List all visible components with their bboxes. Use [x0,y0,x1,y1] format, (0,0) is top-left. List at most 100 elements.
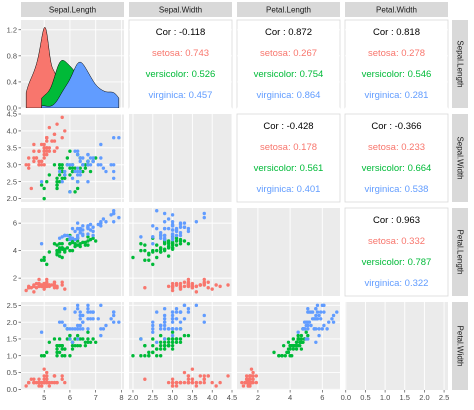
point-setosa [60,115,64,120]
point-setosa [32,290,36,294]
point-virginica [178,310,183,314]
point-virginica [65,327,70,331]
point-virginica [166,327,171,331]
point-virginica [170,237,175,242]
point-virginica [104,323,108,328]
point-setosa [254,374,259,378]
point-versicolor [306,333,310,338]
panel-background [344,207,449,297]
point-versicolor [166,242,171,246]
point-virginica [88,228,93,232]
point-virginica [75,166,80,170]
point-versicolor [68,242,72,246]
point-setosa [39,142,44,147]
point-setosa [202,277,206,282]
correlation-virginica-label: virginica: 0.401 [257,184,321,195]
point-setosa [45,149,49,153]
point-versicolor [283,354,287,358]
strip-background [452,20,468,108]
point-versicolor [147,350,151,355]
point-virginica [306,327,310,331]
point-virginica [68,237,72,242]
point-setosa [42,380,46,385]
point-virginica [139,235,143,239]
point-setosa [143,377,147,381]
point-versicolor [57,350,62,355]
point-versicolor [296,333,300,338]
point-virginica [68,327,72,331]
y-axis-row-petal-length: 2 4 6 [13,219,21,283]
point-virginica [158,327,163,331]
point-virginica [202,215,206,220]
point-virginica [70,236,75,240]
y-tick-label: 0.0 [7,385,17,394]
point-versicolor [298,343,302,348]
point-versicolor [65,237,70,242]
correlation-setosa-label: setosa: 0.267 [260,48,317,59]
point-setosa [50,380,54,385]
point-setosa [170,380,175,385]
point-virginica [63,307,67,311]
y-axis-row-sepal-width: 2.0 2.5 3.0 3.5 4.0 4.5 [7,110,21,203]
point-versicolor [131,354,135,358]
correlation-virginica-label: virginica: 0.281 [365,90,429,101]
point-virginica [117,320,121,324]
point-versicolor [65,156,70,160]
point-versicolor [170,347,175,351]
point-virginica [158,323,163,328]
point-versicolor [86,340,90,345]
correlation-overall-label: Cor : -0.366 [371,121,421,132]
point-virginica [101,217,106,221]
point-virginica [174,226,179,231]
point-versicolor [68,354,72,358]
point-setosa [32,156,36,160]
point-virginica [151,330,155,334]
correlation-virginica-label: virginica: 0.538 [365,184,429,195]
point-virginica [101,327,106,331]
point-versicolor [68,333,72,338]
point-versicolor [55,176,59,181]
point-versicolor [178,340,183,345]
point-versicolor [296,337,300,341]
point-virginica [81,224,85,228]
point-setosa [60,280,64,284]
point-versicolor [57,250,62,254]
point-virginica [155,310,159,314]
point-setosa [244,374,249,378]
point-virginica [162,323,167,328]
point-setosa [254,380,259,385]
point-virginica [158,231,163,235]
panel-petal-width-vs-sepal-length [21,302,124,390]
point-virginica [302,320,307,324]
strip-label: Sepal.Length [456,40,465,87]
point-setosa [37,380,41,385]
point-virginica [86,163,90,167]
point-setosa [37,281,41,286]
point-setosa [37,377,41,381]
point-versicolor [299,333,304,338]
point-virginica [310,310,315,314]
point-setosa [190,377,195,381]
point-versicolor [93,340,98,345]
point-setosa [32,159,36,164]
point-setosa [186,374,191,378]
point-versicolor [47,250,52,254]
point-virginica [182,221,187,225]
point-setosa [32,380,36,385]
x-axis-petal-length: 2 4 6 [256,390,324,402]
point-versicolor [170,330,175,334]
point-virginica [86,159,90,164]
point-versicolor [158,343,163,348]
point-setosa [60,377,64,381]
x-tick-label: 2.0 [128,393,138,402]
y-tick-label: 0.4 [7,78,17,87]
point-versicolor [281,343,286,348]
point-virginica [78,173,82,177]
point-virginica [86,152,90,157]
point-virginica [86,327,90,331]
point-setosa [206,374,210,378]
point-versicolor [57,246,62,250]
point-setosa [198,374,203,378]
strip-label: Petal.Length [456,230,465,275]
point-versicolor [178,337,183,341]
